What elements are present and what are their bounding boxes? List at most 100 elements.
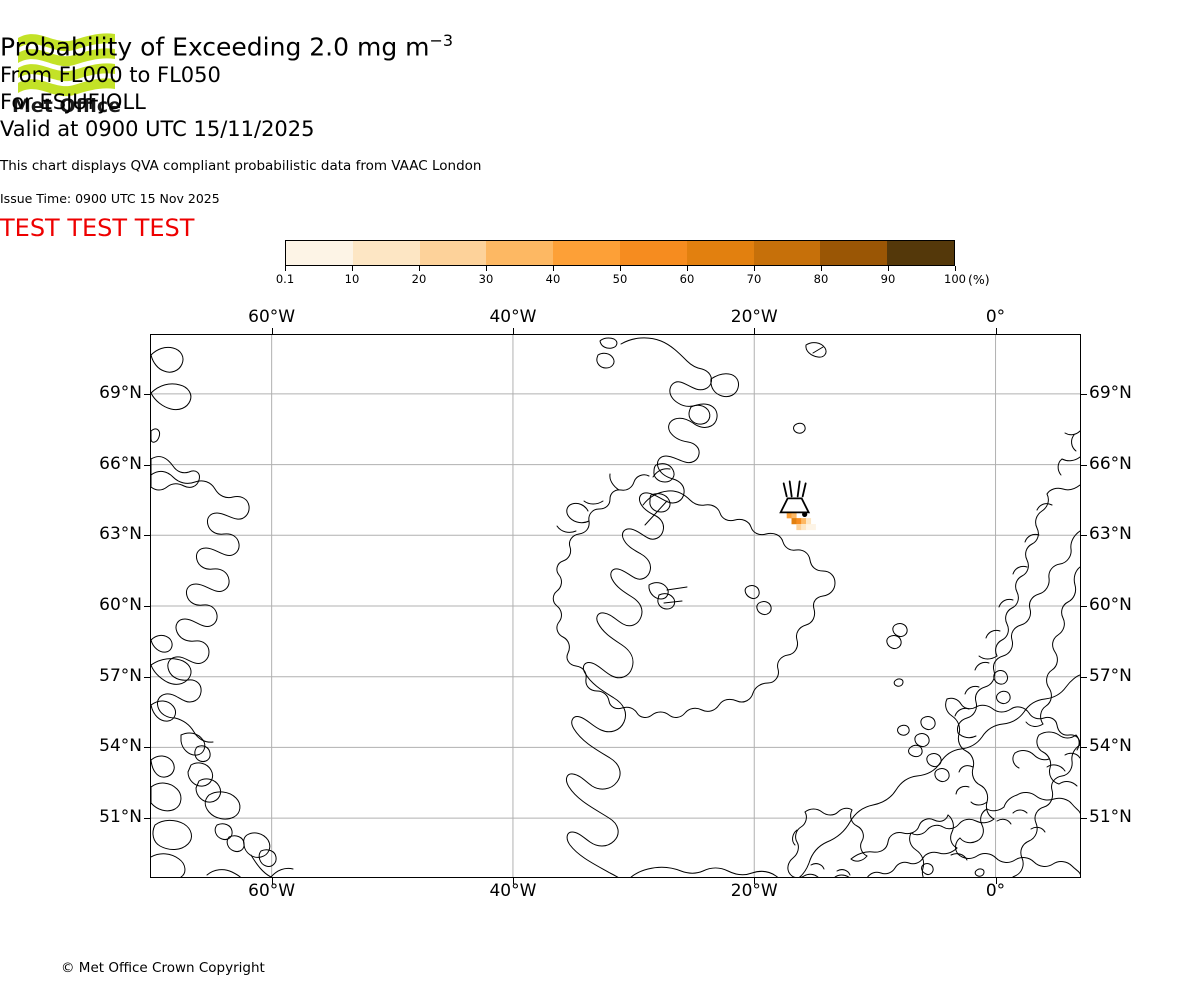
colourbar-tick-2 [419,266,420,271]
colourbar-tick-7 [754,266,755,271]
colourbar-segment-9 [887,241,954,265]
x-tick-mark-2-1 [754,878,756,884]
x-axis-label-bottom-3: 0° [985,881,1006,901]
y-axis-label-left-1: 66°N [99,453,142,474]
map-graphic [151,335,1080,877]
ash-cell-6 [801,523,807,531]
logo-graphic: Met Office [12,33,121,115]
x-axis-label-top-1: 40°W [489,307,537,327]
y-axis-label-right-3: 60°N [1089,595,1132,615]
y-tick-mark-3-1 [1081,606,1087,607]
ash-cell-2 [791,518,797,525]
copyright-notice: © Met Office Crown Copyright [61,960,265,976]
colourbar-segment-4 [553,241,620,265]
colourbar-tick-0 [285,266,286,271]
ash-cell-0 [786,512,792,519]
colourbar-segment-0 [286,241,353,265]
x-tick-mark-3-0 [995,328,997,334]
y-tick-mark-2-0 [144,535,150,537]
test-banner: TEST TEST TEST [0,214,195,242]
ash-cell-7 [806,523,812,531]
y-axis-label-right-2: 63°N [1089,524,1132,545]
y-axis-label-right-5: 54°N [1089,736,1132,757]
colourbar-tick-label-3: 30 [478,272,494,286]
y-axis-label-right-1: 66°N [1089,453,1132,474]
y-axis-label-left-3: 60°N [99,595,142,615]
colourbar-segment-8 [820,241,888,265]
y-axis-label-right-4: 57°N [1089,665,1132,686]
y-tick-mark-6-0 [144,818,150,820]
colourbar-segment-3 [486,241,554,265]
ash-cell-4 [801,518,807,525]
y-axis-label-left-2: 63°N [99,524,142,545]
colourbar-swatches [285,240,955,266]
y-tick-mark-1-1 [1081,464,1087,466]
x-axis-label-bottom-0: 60°W [248,881,296,901]
colourbar-tick-4 [553,266,554,271]
y-axis-label-left-4: 57°N [99,665,142,686]
colourbar-tick-label-1: 10 [344,272,360,286]
x-axis-label-bottom-1: 40°W [489,881,537,901]
colourbar-tick-9 [888,266,889,271]
page-title-text: Probability of Exceeding 2.0 mg m [0,32,430,62]
map-gridlines [151,335,1080,877]
ash-cell-5 [796,523,802,531]
y-axis-label-left-5: 54°N [99,736,142,757]
colourbar-tick-8 [821,266,822,271]
map-coastlines [151,337,1080,877]
colourbar-tick-6 [687,266,688,271]
colourbar-segment-1 [352,241,420,265]
x-axis-label-top-0: 60°W [248,307,296,327]
y-tick-mark-6-1 [1081,818,1087,820]
y-tick-mark-3-0 [144,606,150,607]
colourbar-tick-label-8: 80 [813,272,829,286]
colourbar-tick-10 [955,266,956,271]
x-axis-label-top-2: 20°W [730,307,778,327]
y-axis-label-left-0: 69°N [99,382,142,403]
volcano-marker-icon [779,480,811,517]
y-axis-label-left-6: 51°N [99,807,142,828]
colourbar-tick-5 [620,266,621,271]
logo-waves-icon [18,33,115,97]
y-axis-label-right-0: 69°N [1089,382,1132,403]
map-plot-area [150,334,1081,878]
ash-cell-3 [796,518,802,525]
y-tick-mark-2-1 [1081,535,1087,537]
colourbar-tick-3 [486,266,487,271]
colourbar-tick-label-9: 90 [880,272,896,286]
y-tick-mark-0-0 [144,393,150,395]
flight-level-range: From FL000 to FL050 [0,63,221,87]
colourbar-segment-2 [419,241,487,265]
x-tick-mark-0-1 [271,878,273,884]
volcano-name-line: For ESJUFJOLL [0,90,146,114]
y-tick-mark-5-0 [144,747,150,749]
colourbar-unit-label: (%) [968,272,990,287]
colourbar-segment-5 [619,241,687,265]
page-title: Probability of Exceeding 2.0 mg m−3 [0,26,1200,62]
colourbar-segment-6 [686,241,754,265]
colourbar-tick-1 [352,266,353,271]
colourbar-tick-label-2: 20 [411,272,427,286]
qva-note: This chart displays QVA compliant probab… [0,158,482,174]
colourbar-tick-label-4: 40 [545,272,561,286]
issue-time: Issue Time: 0900 UTC 15 Nov 2025 [0,191,220,206]
met-office-logo: Met Office [12,20,122,115]
x-tick-mark-3-1 [995,878,997,884]
colourbar-tick-label-0: 0.1 [275,272,295,286]
colourbar-tick-label-5: 50 [612,272,628,286]
page-title-exponent: −3 [429,31,454,50]
y-tick-mark-4-1 [1081,676,1087,678]
x-tick-mark-2-0 [754,328,756,334]
valid-time-line: Valid at 0900 UTC 15/11/2025 [0,117,315,141]
colourbar-tick-label-6: 60 [679,272,695,286]
x-axis-label-top-3: 0° [985,307,1006,327]
colourbar-tick-label-7: 70 [746,272,762,286]
y-tick-mark-0-1 [1081,393,1087,395]
x-axis-label-bottom-2: 20°W [730,881,778,901]
x-tick-mark-1-0 [512,328,514,334]
logo-brand-text: Met Office [12,95,121,115]
ash-cell-9 [810,523,816,531]
colourbar-tick-label-10: 100 [944,272,966,286]
ash-cell-1 [791,512,797,519]
ash-probability-cells [786,512,816,531]
